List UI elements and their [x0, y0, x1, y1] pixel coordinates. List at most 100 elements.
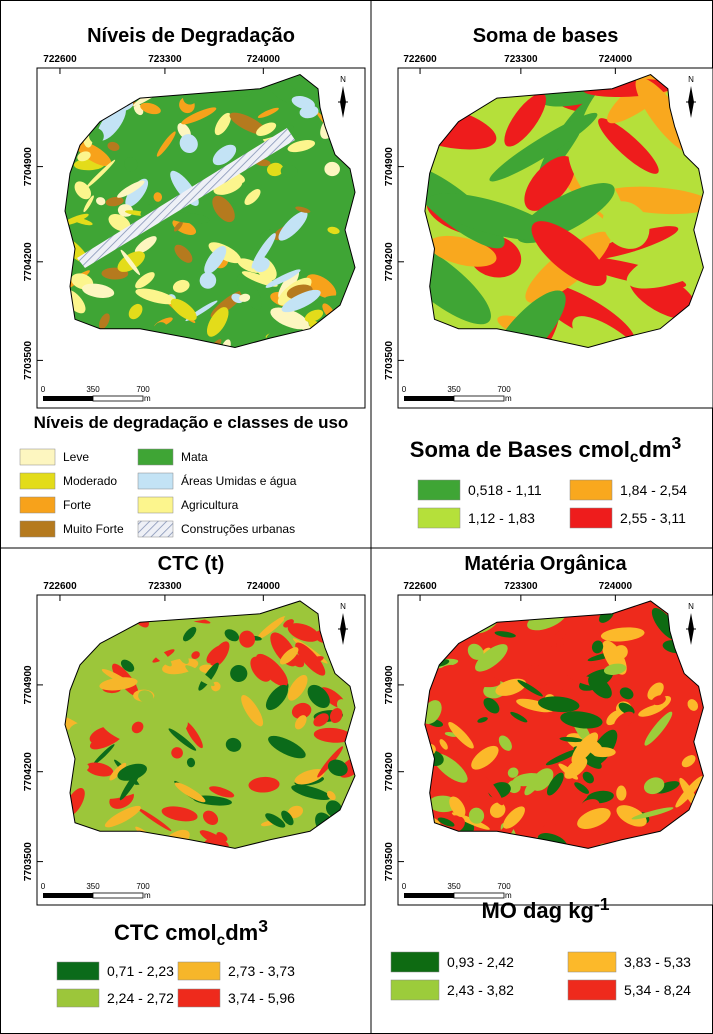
- legend-label: Agricultura: [181, 498, 239, 512]
- x-coordinate-label: 723300: [148, 54, 182, 65]
- legend-swatch: [418, 508, 460, 528]
- legend-label: Mata: [181, 450, 208, 464]
- legend-title-superscript: 3: [671, 433, 681, 453]
- legend-label: 0,93 - 2,42: [447, 954, 514, 970]
- x-coordinate-label: 724000: [599, 54, 633, 65]
- legend-swatch: [568, 952, 616, 972]
- legend-label: 0,71 - 2,23: [107, 963, 174, 979]
- legend-label: 2,43 - 3,82: [447, 982, 514, 998]
- scale-label: 0: [41, 385, 46, 394]
- north-label: N: [688, 75, 694, 84]
- legend-swatch: [138, 449, 173, 465]
- legend-swatch: [570, 480, 612, 500]
- panel-title: CTC (t): [158, 553, 225, 575]
- legend-swatch: [391, 980, 439, 1000]
- scale-bar: [93, 893, 143, 898]
- legend-label: Construções urbanas: [181, 522, 295, 536]
- legend-swatch: [178, 962, 220, 980]
- legend-title-text: Soma de Bases cmol: [410, 437, 630, 462]
- legend-swatch: [570, 508, 612, 528]
- y-coordinate-label: 7703500: [23, 842, 34, 881]
- x-coordinate-label: 722600: [403, 54, 437, 65]
- y-coordinate-label: 7703500: [384, 340, 395, 379]
- map-panel: Matéria Orgânica722600723300724000770490…: [384, 553, 713, 1000]
- legend-label: Muito Forte: [63, 522, 124, 536]
- figure: Níveis de Degradação 722600 723300 724000 77…: [0, 0, 713, 1034]
- x-coordinate-label: 724000: [599, 581, 633, 592]
- x-coordinate-label: 722600: [43, 54, 77, 65]
- map-panel: Níveis de Degradação 722600 723300 724000 77…: [20, 25, 367, 537]
- legend-label: Moderado: [63, 474, 117, 488]
- legend-title-text: Níveis de degradação e classes de uso: [34, 413, 349, 432]
- x-coordinate-label: 723300: [504, 54, 538, 65]
- scale-bar: [93, 396, 143, 401]
- y-coordinate-label: 7704200: [384, 752, 395, 791]
- north-label: N: [688, 602, 694, 611]
- scale-label: 0: [402, 385, 407, 394]
- legend-title: CTC cmolcdm3: [114, 916, 268, 949]
- x-coordinate-label: 723300: [148, 581, 182, 592]
- panel-title: Níveis de Degradação: [87, 25, 295, 47]
- scale-label: 700: [497, 882, 511, 891]
- scale-label: 350: [86, 385, 100, 394]
- x-coordinate-label: 723300: [504, 581, 538, 592]
- scale-label: 700: [136, 385, 150, 394]
- map-panel: Soma de bases 722600 723300 724000 7704900 77…: [376, 25, 713, 528]
- legend-label: 2,55 - 3,11: [620, 510, 686, 526]
- legend-swatch: [138, 521, 173, 537]
- scale-unit: m: [144, 394, 151, 403]
- legend-title: Soma de Bases cmolcdm3: [410, 433, 682, 466]
- legend-title-text: MO dag kg: [481, 898, 593, 923]
- scale-label: 700: [136, 882, 150, 891]
- legend-label: 1,12 - 1,83: [468, 510, 535, 526]
- legend-label: 2,24 - 2,72: [107, 990, 174, 1006]
- legend-label: 1,84 - 2,54: [620, 482, 687, 498]
- legend-swatch: [57, 962, 99, 980]
- legend-label: 2,73 - 3,73: [228, 963, 295, 979]
- legend-label: 3,83 - 5,33: [624, 954, 691, 970]
- y-coordinate-label: 7704200: [384, 242, 395, 281]
- x-coordinate-label: 724000: [247, 54, 281, 65]
- legend-title-superscript: 3: [258, 916, 268, 936]
- legend-swatch: [20, 497, 55, 513]
- y-coordinate-label: 7704200: [23, 752, 34, 791]
- scale-bar: [43, 893, 93, 898]
- legend-label: Forte: [63, 498, 91, 512]
- y-coordinate-label: 7704200: [23, 242, 34, 281]
- y-coordinate-label: 7703500: [23, 340, 34, 379]
- scale-label: 0: [41, 882, 46, 891]
- legend-label: 3,74 - 5,96: [228, 990, 295, 1006]
- legend-label: Leve: [63, 450, 89, 464]
- legend-label: 0,518 - 1,11: [468, 482, 542, 498]
- scale-label: 350: [447, 882, 461, 891]
- legend-title: MO dag kg-1: [481, 894, 609, 923]
- panel-title: Soma de bases: [473, 25, 619, 47]
- legend-swatch: [57, 989, 99, 1007]
- scale-label: 0: [402, 882, 407, 891]
- panel-title: Matéria Orgânica: [464, 553, 627, 575]
- scale-bar: [454, 396, 504, 401]
- legend-swatch: [138, 473, 173, 489]
- scale-bar: [404, 893, 454, 898]
- y-coordinate-label: 7703500: [384, 842, 395, 881]
- scale-unit: m: [505, 394, 512, 403]
- x-coordinate-label: 722600: [43, 581, 77, 592]
- north-label: N: [340, 75, 346, 84]
- legend-title: Níveis de degradação e classes de uso: [34, 413, 349, 432]
- scale-label: 350: [86, 882, 100, 891]
- scale-label: 700: [497, 385, 511, 394]
- legend-label: Áreas Umidas e água: [181, 473, 297, 488]
- y-coordinate-label: 7704900: [23, 147, 34, 186]
- legend-title-text: dm: [225, 920, 258, 945]
- x-coordinate-label: 722600: [403, 581, 437, 592]
- legend-swatch: [138, 497, 173, 513]
- scale-label: 350: [447, 385, 461, 394]
- legend-swatch: [391, 952, 439, 972]
- x-coordinate-label: 724000: [247, 581, 281, 592]
- legend-swatch: [568, 980, 616, 1000]
- legend-title-text: dm: [638, 437, 671, 462]
- y-coordinate-label: 7704900: [384, 147, 395, 186]
- legend-label: 5,34 - 8,24: [624, 982, 691, 998]
- north-label: N: [340, 602, 346, 611]
